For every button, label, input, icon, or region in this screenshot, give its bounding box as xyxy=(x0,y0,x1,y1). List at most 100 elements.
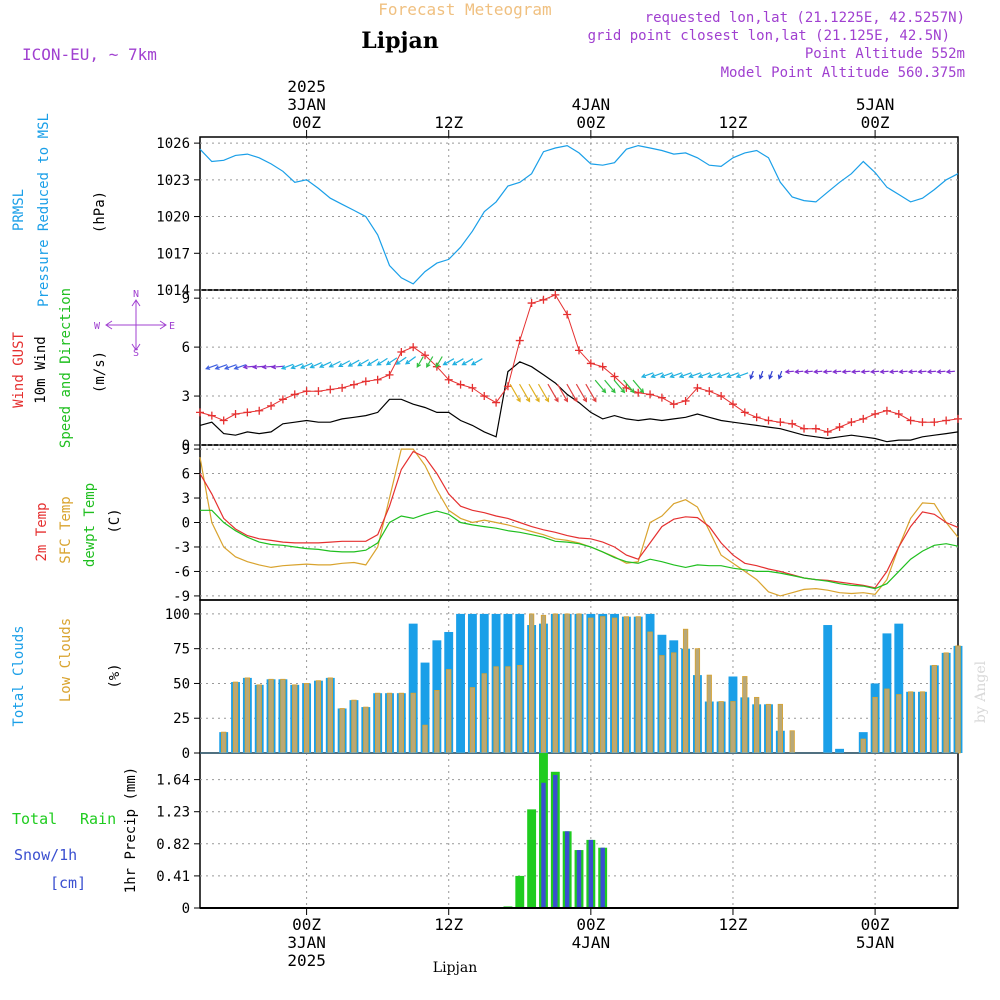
wind-axis-tick-label: 9 xyxy=(182,291,190,307)
gust-point xyxy=(361,377,370,386)
low-cloud-bar xyxy=(931,664,937,754)
wind-direction-arrow xyxy=(385,357,398,366)
low-cloud-bar xyxy=(943,652,949,754)
rain-bar xyxy=(515,875,525,908)
wind-direction-arrow xyxy=(777,370,783,380)
compass-n: N xyxy=(133,289,139,300)
wind-direction-arrow xyxy=(270,364,285,370)
wind-direction-arrow xyxy=(850,369,861,375)
top-time-label: 00Z xyxy=(576,113,605,132)
pressure-label: Pressure Reduced to MSL xyxy=(36,113,52,307)
bottom-time-label: 3JAN xyxy=(287,933,326,952)
total-cloud-bar xyxy=(408,623,418,753)
gust-point xyxy=(326,385,335,394)
low-cloud-bar xyxy=(244,677,250,754)
bottom-time-label: 12Z xyxy=(434,915,463,934)
wind-direction-arrow xyxy=(214,364,228,370)
wind-direction-arrow xyxy=(338,360,351,368)
gust-point xyxy=(586,359,595,368)
chart-title: Forecast Meteogram xyxy=(378,0,551,19)
low-clouds-label: Low Clouds xyxy=(58,618,74,702)
clouds-axis-tick-label: 50 xyxy=(173,676,190,692)
total-cloud-bar xyxy=(420,662,430,753)
low-cloud-bar xyxy=(588,617,594,754)
low-cloud-bar xyxy=(718,701,724,754)
wind-direction-arrow xyxy=(404,356,417,365)
top-time-label: 00Z xyxy=(861,113,890,132)
compass-s: S xyxy=(133,348,139,359)
wind-direction-arrow xyxy=(556,383,569,403)
gust-point xyxy=(847,418,856,427)
bottom-time-label: 00Z xyxy=(861,915,890,934)
wind-axis-tick-label: 0 xyxy=(182,438,190,454)
gust-point xyxy=(409,343,418,352)
requested-point: requested lon,lat (21.1225E, 42.5257N) xyxy=(645,10,965,26)
bottom-time-label: 2025 xyxy=(287,951,326,970)
wind-direction-arrow xyxy=(435,356,443,368)
gust-point xyxy=(811,424,820,433)
temp-axis-tick-label: 3 xyxy=(182,491,190,507)
low-cloud-bar xyxy=(671,652,677,754)
wind-direction-arrow xyxy=(366,358,379,366)
gust-point xyxy=(385,370,394,379)
gust-point xyxy=(871,410,880,418)
wind-direction-arrow xyxy=(907,369,918,375)
gust-point xyxy=(397,348,406,356)
gust-point xyxy=(492,398,501,407)
bottom-time-label: 12Z xyxy=(719,915,748,934)
bottom-time-label: 5JAN xyxy=(856,933,895,952)
wind-direction-arrow xyxy=(888,369,899,375)
gust-point xyxy=(894,410,903,418)
wind-direction-arrow xyxy=(290,363,303,370)
gust-label: Wind GUST xyxy=(11,332,27,408)
clouds-unit: (%) xyxy=(107,663,123,688)
low-cloud-bar xyxy=(327,677,333,754)
gust-point xyxy=(717,392,726,401)
low-cloud-bar xyxy=(777,703,783,754)
dewpt-line xyxy=(200,509,959,590)
low-cloud-bar xyxy=(256,684,262,754)
wind-direction-arrow xyxy=(898,369,908,375)
gust-point xyxy=(835,423,844,432)
temp-axis-tick-label: 9 xyxy=(182,442,190,458)
wind-direction-arrow xyxy=(223,364,237,370)
clouds-axis-tick-label: 75 xyxy=(173,642,190,658)
wind-direction-arrow xyxy=(632,379,645,394)
top-time-label: 5JAN xyxy=(856,95,895,114)
sfc-temp-line xyxy=(199,448,959,597)
low-cloud-bar xyxy=(351,699,357,754)
compass-rose-icon xyxy=(105,299,167,351)
point-altitude: Point Altitude 552m xyxy=(805,46,965,62)
precip-axis-tick-label: 0.41 xyxy=(156,869,190,885)
precip-ylabel: 1hr Precip (mm) xyxy=(123,767,139,893)
low-cloud-bar xyxy=(706,674,712,754)
wind-direction-arrow xyxy=(233,364,247,370)
low-cloud-bar xyxy=(540,614,547,754)
compass-e: E xyxy=(169,321,175,332)
total-cloud-bar xyxy=(823,625,833,753)
compass-w: W xyxy=(94,321,101,332)
low-cloud-bar xyxy=(742,676,748,754)
model-altitude: Model Point Altitude 560.375m xyxy=(721,65,965,81)
gust-point xyxy=(598,362,607,371)
grid-point: grid point closest lon,lat (21.125E, 42.… xyxy=(588,28,950,44)
gust-point xyxy=(480,392,489,401)
wind-direction-arrow xyxy=(280,363,294,370)
wind-direction-arrow xyxy=(309,361,322,369)
low-cloud-bar xyxy=(884,688,890,754)
gust-point xyxy=(622,383,631,392)
gust-point xyxy=(231,410,240,418)
gust-point xyxy=(314,387,323,396)
low-cloud-bar xyxy=(410,692,416,754)
low-cloud-bar xyxy=(505,666,511,754)
gust-point xyxy=(728,400,737,409)
wind-direction-arrow xyxy=(318,361,332,368)
wind-direction-arrow xyxy=(205,364,218,370)
gust-point xyxy=(338,383,347,392)
gust-point xyxy=(752,413,761,422)
low-cloud-bar xyxy=(303,683,310,754)
wind-direction-arrow xyxy=(357,359,369,367)
rain-label: Rain xyxy=(80,810,116,828)
gust-point xyxy=(196,408,204,417)
